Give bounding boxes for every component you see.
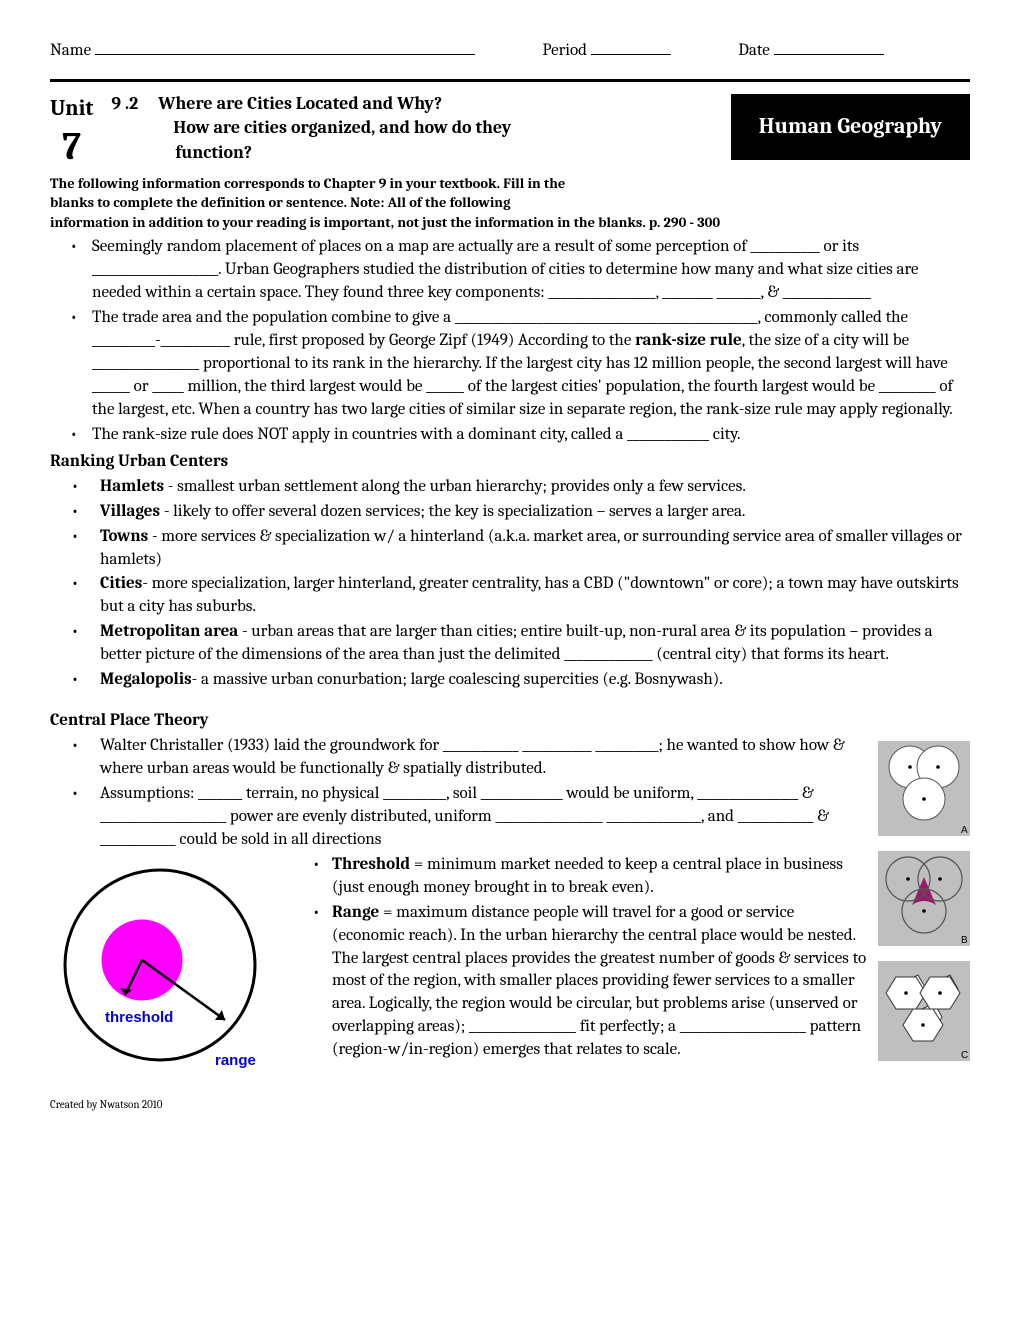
cpt-bullet-2: • Assumptions: _______ terrain, no physi… bbox=[50, 783, 868, 852]
threshold-bold: Threshold bbox=[332, 855, 410, 874]
instr-line1: The following information corresponds to… bbox=[50, 175, 565, 192]
hamlets-text: - smallest urban settlement along the ur… bbox=[164, 477, 746, 496]
threshold-label: threshold bbox=[105, 1009, 173, 1026]
hamlets-bold: Hamlets bbox=[100, 477, 164, 496]
cpt-wrap: A B C • Walter Chr bbox=[50, 735, 970, 1062]
cpt-bullet-4: • Range = maximum distance people will t… bbox=[294, 902, 868, 1063]
question-block: 9 .2 Where are Cities Located and Why? H… bbox=[111, 92, 712, 165]
question-2b: function? bbox=[175, 141, 712, 165]
footer-credit: Created by Nwatson 2010 bbox=[50, 1098, 970, 1113]
question-1: Where are Cities Located and Why? bbox=[158, 92, 442, 116]
towns-row: • Towns - more services & specialization… bbox=[50, 526, 970, 572]
cpt-bullet-3: • Threshold = minimum market needed to k… bbox=[294, 854, 868, 900]
villages-text: - likely to offer several dozen services… bbox=[160, 502, 745, 521]
metro-row: • Metropolitan area - urban areas that a… bbox=[50, 621, 970, 667]
unit-box: Unit 7 bbox=[50, 92, 93, 166]
ranking-heading: Ranking Urban Centers bbox=[50, 451, 970, 474]
name-blank[interactable] bbox=[95, 54, 475, 55]
mega-text: - a massive urban conurbation; large coa… bbox=[192, 670, 723, 689]
hex-svg: A B C bbox=[878, 741, 970, 1071]
bullet-3-text: The rank-size rule does NOT apply in cou… bbox=[92, 424, 740, 447]
hex-label-c: C bbox=[961, 1050, 968, 1061]
bullet-2: • The trade area and the population comb… bbox=[70, 307, 970, 422]
towns-text: - more services & specialization w/ a hi… bbox=[100, 527, 962, 569]
unit-row: Unit 7 9 .2 Where are Cities Located and… bbox=[50, 92, 970, 166]
bullet-3: • The rank-size rule does NOT apply in c… bbox=[70, 424, 970, 447]
question-2a: How are cities organized, and how do the… bbox=[173, 116, 712, 140]
instr-line3: information in addition to your reading … bbox=[50, 214, 720, 231]
cpt-1-text: Walter Christaller (1933) laid the groun… bbox=[100, 735, 868, 781]
hex-label-b: B bbox=[961, 935, 968, 946]
hamlets-row: • Hamlets - smallest urban settlement al… bbox=[50, 476, 970, 499]
unit-label: Unit bbox=[50, 94, 93, 124]
cities-row: • Cities- more specialization, larger hi… bbox=[50, 573, 970, 619]
cpt-heading: Central Place Theory bbox=[50, 710, 970, 733]
mega-row: • Megalopolis- a massive urban conurbati… bbox=[50, 669, 970, 692]
date-label: Date bbox=[738, 41, 769, 60]
instructions: The following information corresponds to… bbox=[50, 174, 970, 233]
metro-bold: Metropolitan area bbox=[100, 622, 238, 641]
towns-bold: Towns bbox=[100, 527, 148, 546]
bullet-1: • Seemingly random placement of places o… bbox=[70, 236, 970, 305]
period-label: Period bbox=[542, 41, 587, 60]
instr-line2: blanks to complete the definition or sen… bbox=[50, 194, 510, 211]
divider bbox=[50, 79, 970, 82]
date-blank[interactable] bbox=[774, 54, 884, 55]
cities-text: - more specialization, larger hinterland… bbox=[100, 574, 959, 616]
threshold-range-diagram: threshold range bbox=[50, 860, 280, 1098]
villages-bold: Villages bbox=[100, 502, 160, 521]
range-label: range bbox=[215, 1052, 256, 1069]
hex-label-a: A bbox=[961, 825, 968, 836]
mega-bold: Megalopolis bbox=[100, 670, 192, 689]
range-bold: Range bbox=[332, 903, 379, 922]
bullet-1-text: Seemingly random placement of places on … bbox=[92, 236, 970, 305]
rank-size-bold: rank-size rule bbox=[635, 331, 742, 350]
period-blank[interactable] bbox=[591, 54, 671, 55]
unit-number: 7 bbox=[50, 128, 93, 166]
name-label: Name bbox=[50, 41, 91, 60]
section-number: 9 .2 bbox=[111, 92, 138, 116]
hex-diagrams: A B C bbox=[878, 741, 970, 1079]
cpt-4-text: = maximum distance people will travel fo… bbox=[332, 903, 866, 1060]
cpt-2-text: Assumptions: _______ terrain, no physica… bbox=[100, 783, 868, 852]
villages-row: • Villages - likely to offer several doz… bbox=[50, 501, 970, 524]
header-row: Name Period Date bbox=[50, 40, 970, 63]
bullet-2-text: The trade area and the population combin… bbox=[92, 307, 970, 422]
cpt-bullet-1: • Walter Christaller (1933) laid the gro… bbox=[50, 735, 868, 781]
circle-svg: threshold range bbox=[50, 860, 280, 1090]
cities-bold: Cities bbox=[100, 574, 142, 593]
course-badge: Human Geography bbox=[731, 94, 970, 160]
